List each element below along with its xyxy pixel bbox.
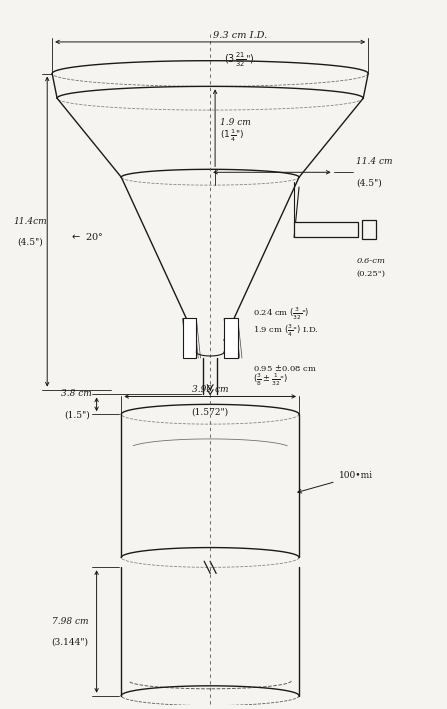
Text: (1.572"): (1.572")	[192, 408, 229, 416]
Text: 11.4cm: 11.4cm	[13, 217, 47, 225]
Text: (3.144"): (3.144")	[51, 637, 89, 647]
Text: 1.9 cm $(\frac{3}{4}$"$)$ I.D.: 1.9 cm $(\frac{3}{4}$"$)$ I.D.	[253, 322, 318, 338]
Text: 100•mi: 100•mi	[298, 471, 373, 493]
Text: 0.24 cm $(\frac{3}{32}$"$)$: 0.24 cm $(\frac{3}{32}$"$)$	[253, 306, 309, 322]
Bar	[182, 318, 196, 358]
Text: 0.6-cm: 0.6-cm	[356, 257, 385, 265]
Text: 9.3 cm I.D.: 9.3 cm I.D.	[213, 31, 267, 40]
Text: 7.98 cm: 7.98 cm	[52, 617, 88, 625]
Text: $\leftarrow$ 20°: $\leftarrow$ 20°	[70, 231, 104, 242]
Text: $(3\,\frac{21}{32}$"$)$: $(3\,\frac{21}{32}$"$)$	[224, 51, 255, 69]
Text: $(\frac{3}{8} \pm \frac{1}{32}$"$)$: $(\frac{3}{8} \pm \frac{1}{32}$"$)$	[253, 372, 288, 388]
Text: 0.95 $\pm$0.08 cm: 0.95 $\pm$0.08 cm	[253, 363, 316, 373]
Text: (4.5"): (4.5")	[356, 178, 382, 187]
Text: $(1\,\frac{1}{4}$"$)$: $(1\,\frac{1}{4}$"$)$	[220, 128, 245, 144]
Text: 11.4 cm: 11.4 cm	[356, 157, 393, 167]
Text: (1.5"): (1.5")	[64, 411, 90, 419]
Text: (4.5"): (4.5")	[17, 238, 43, 247]
Text: 1.9 cm: 1.9 cm	[220, 118, 251, 128]
Bar	[224, 318, 238, 358]
Bar	[294, 222, 358, 238]
Text: 3.8 cm: 3.8 cm	[62, 389, 92, 398]
Text: (0.25"): (0.25")	[356, 270, 385, 278]
Bar	[362, 220, 376, 240]
Text: 3.99 cm: 3.99 cm	[192, 384, 228, 393]
